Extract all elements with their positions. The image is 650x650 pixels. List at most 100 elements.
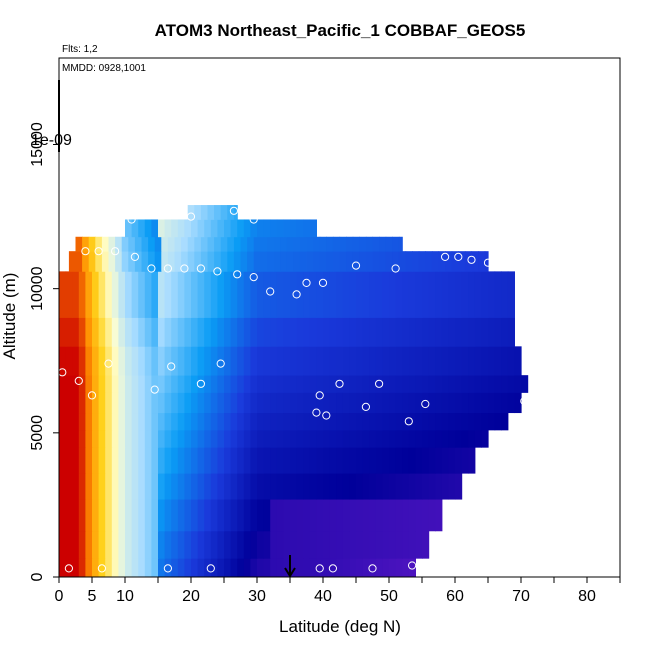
heatmap-cell bbox=[217, 346, 225, 376]
heatmap-cell bbox=[455, 271, 463, 318]
heatmap-cell bbox=[365, 251, 374, 272]
y-tick-label: 15000 bbox=[29, 122, 46, 167]
heatmap-cell bbox=[184, 473, 192, 500]
heatmap-cell bbox=[356, 447, 364, 474]
heatmap-cell bbox=[220, 205, 228, 220]
heatmap-cell bbox=[217, 392, 225, 414]
heatmap-cell bbox=[138, 375, 146, 393]
heatmap-cell bbox=[111, 429, 119, 448]
heatmap-cell bbox=[191, 392, 199, 414]
heatmap-cell bbox=[158, 392, 166, 414]
heatmap-cell bbox=[158, 530, 166, 559]
flight-point bbox=[375, 379, 384, 388]
heatmap-cell bbox=[362, 530, 370, 559]
heatmap-cell bbox=[290, 558, 298, 578]
heatmap-cell bbox=[250, 271, 258, 318]
heatmap-cell bbox=[323, 271, 331, 318]
heatmap-cell bbox=[356, 346, 364, 376]
heatmap-cell bbox=[197, 375, 205, 393]
heatmap-cell bbox=[260, 236, 268, 252]
x-tick-label: 60 bbox=[446, 588, 464, 605]
heatmap-cell bbox=[243, 271, 251, 318]
heatmap-cell bbox=[323, 530, 331, 559]
heatmap-cell bbox=[118, 271, 126, 318]
heatmap-cell bbox=[316, 346, 324, 376]
heatmap-cell bbox=[309, 530, 317, 559]
heatmap-cell bbox=[257, 271, 265, 318]
heatmap-cell bbox=[303, 499, 311, 532]
heatmap-cell bbox=[402, 317, 410, 347]
flight-point bbox=[127, 215, 136, 224]
heatmap-cell bbox=[395, 392, 403, 414]
heatmap-cell bbox=[187, 205, 195, 220]
heatmap-cell bbox=[224, 530, 232, 559]
heatmap-cell bbox=[415, 499, 423, 532]
heatmap-cell bbox=[270, 473, 278, 500]
flight-point bbox=[163, 264, 172, 273]
heatmap-cell bbox=[372, 251, 380, 272]
heatmap-cell bbox=[356, 317, 364, 347]
heatmap-cell bbox=[250, 447, 258, 474]
heatmap-cell bbox=[474, 392, 482, 414]
heatmap-cell bbox=[342, 499, 350, 532]
heatmap-cell bbox=[303, 317, 311, 347]
heatmap-cell bbox=[448, 375, 456, 393]
flight-point bbox=[180, 264, 189, 273]
heatmap-cell bbox=[138, 346, 146, 376]
heatmap-cell bbox=[461, 412, 469, 431]
heatmap-cell bbox=[243, 473, 251, 500]
heatmap-cell bbox=[395, 412, 403, 431]
heatmap-cell bbox=[98, 429, 106, 448]
heatmap-cell bbox=[494, 271, 502, 318]
heatmap-cell bbox=[204, 412, 212, 431]
heatmap-cell bbox=[349, 530, 357, 559]
heatmap-cell bbox=[402, 530, 410, 559]
heatmap-cell bbox=[349, 346, 357, 376]
heatmap-cell bbox=[204, 558, 212, 578]
heatmap-cell bbox=[138, 473, 146, 500]
heatmap-cell bbox=[191, 219, 199, 238]
heatmap-cell bbox=[389, 499, 397, 532]
heatmap-cell bbox=[448, 429, 456, 448]
heatmap-cell bbox=[323, 346, 331, 376]
heatmap-cell bbox=[65, 558, 73, 578]
heatmap-cell bbox=[375, 271, 383, 318]
heatmap-cell bbox=[349, 412, 357, 431]
dates-annotation: MMDD: 0928,1001 bbox=[62, 63, 146, 74]
heatmap-cell bbox=[197, 447, 205, 474]
flight-point bbox=[147, 264, 156, 273]
heatmap-cell bbox=[197, 392, 205, 414]
heatmap-cell bbox=[125, 558, 133, 578]
heatmap-cell bbox=[329, 346, 337, 376]
heatmap-cell bbox=[382, 499, 390, 532]
heatmap-cell bbox=[197, 219, 205, 238]
heatmap-cell bbox=[369, 558, 377, 578]
heatmap-cell bbox=[283, 429, 291, 448]
heatmap-cell bbox=[468, 447, 476, 474]
heatmap-cell bbox=[326, 236, 334, 252]
heatmap-cell bbox=[316, 530, 324, 559]
heatmap-cell bbox=[323, 447, 331, 474]
heatmap-cell bbox=[233, 205, 238, 220]
heatmap-cell bbox=[263, 473, 271, 500]
heatmap-cell bbox=[316, 412, 324, 431]
heatmap-cell bbox=[131, 271, 139, 318]
flight-point bbox=[454, 252, 463, 261]
colorbar-label: 1e-09 bbox=[31, 132, 72, 149]
heatmap-cell bbox=[191, 271, 199, 318]
heatmap-cell bbox=[72, 271, 80, 318]
heatmap-cell bbox=[65, 392, 73, 414]
heatmap-cell bbox=[105, 473, 113, 500]
x-tick-label: 10 bbox=[116, 588, 134, 605]
heatmap-cell bbox=[395, 346, 403, 376]
flight-point bbox=[163, 564, 172, 573]
heatmap-cell bbox=[455, 346, 463, 376]
heatmap-cell bbox=[349, 375, 357, 393]
heatmap-cell bbox=[177, 412, 185, 431]
heatmap-cell bbox=[382, 271, 390, 318]
heatmap-cell bbox=[408, 530, 416, 559]
flight-point bbox=[391, 264, 400, 273]
heatmap-cell bbox=[336, 499, 344, 532]
heatmap-cell bbox=[243, 558, 251, 578]
heatmap-cell bbox=[224, 271, 232, 318]
